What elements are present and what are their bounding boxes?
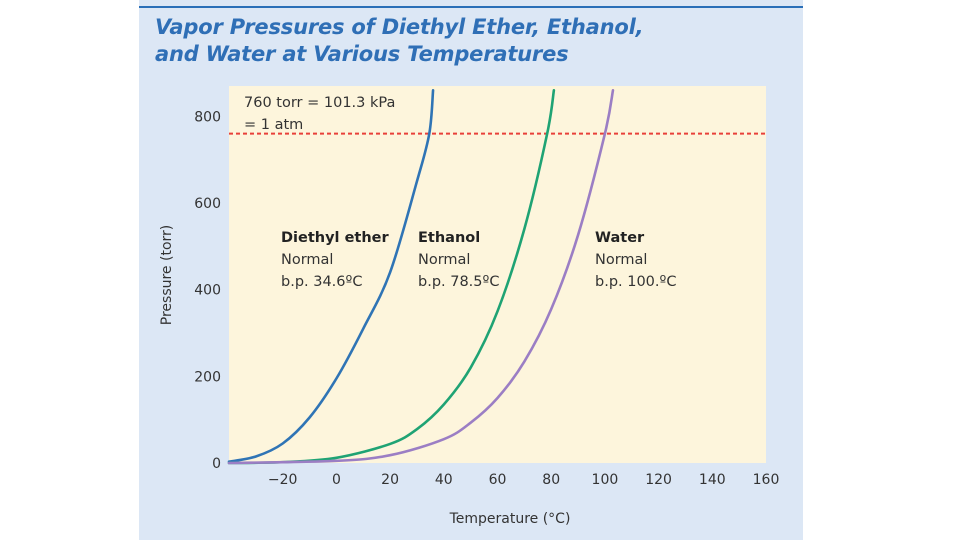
series-line-water xyxy=(227,89,615,465)
water-label-bp: b.p. 100.ºC xyxy=(595,274,676,290)
ethanol-label-name: Ethanol xyxy=(418,230,480,246)
y-tick-label: 200 xyxy=(194,369,221,385)
chart-title-line-2: and Water at Various Temperatures xyxy=(155,42,569,66)
x-tick-label: −20 xyxy=(268,472,298,488)
ethanol-label-normal: Normal xyxy=(418,252,470,268)
y-tick-label: 600 xyxy=(194,196,221,212)
series-line-ethanol xyxy=(227,89,556,465)
water-label-name: Water xyxy=(595,230,645,246)
ether-label-name: Diethyl ether xyxy=(281,230,389,246)
x-tick-label: 120 xyxy=(645,472,672,488)
chart-title-line-1: Vapor Pressures of Diethyl Ether, Ethano… xyxy=(155,15,644,39)
reference-label-line-2: = 1 atm xyxy=(244,117,303,133)
water-label-normal: Normal xyxy=(595,252,647,268)
x-tick-label: 20 xyxy=(381,472,399,488)
plot-area xyxy=(229,86,766,463)
x-tick-label: 100 xyxy=(592,472,619,488)
x-tick-label: 60 xyxy=(489,472,507,488)
y-tick-label: 400 xyxy=(194,283,221,299)
series-line-diethyl-ether xyxy=(227,89,435,463)
x-tick-label: 160 xyxy=(753,472,780,488)
x-tick-label: 140 xyxy=(699,472,726,488)
ether-label-bp: b.p. 34.6ºC xyxy=(281,274,362,290)
x-axis-label: Temperature (°C) xyxy=(449,511,571,527)
y-axis-label: Pressure (torr) xyxy=(159,225,175,325)
reference-label-line-1: 760 torr = 101.3 kPa xyxy=(244,95,395,111)
ether-label-normal: Normal xyxy=(281,252,333,268)
ethanol-label-bp: b.p. 78.5ºC xyxy=(418,274,499,290)
top-rule xyxy=(139,6,803,8)
y-tick-label: 800 xyxy=(194,109,221,125)
x-tick-label: 80 xyxy=(542,472,560,488)
x-tick-label: 0 xyxy=(332,472,341,488)
y-tick-label: 0 xyxy=(212,456,221,472)
x-tick-label: 40 xyxy=(435,472,453,488)
chart-title: Vapor Pressures of Diethyl Ether, Ethano… xyxy=(155,14,795,68)
